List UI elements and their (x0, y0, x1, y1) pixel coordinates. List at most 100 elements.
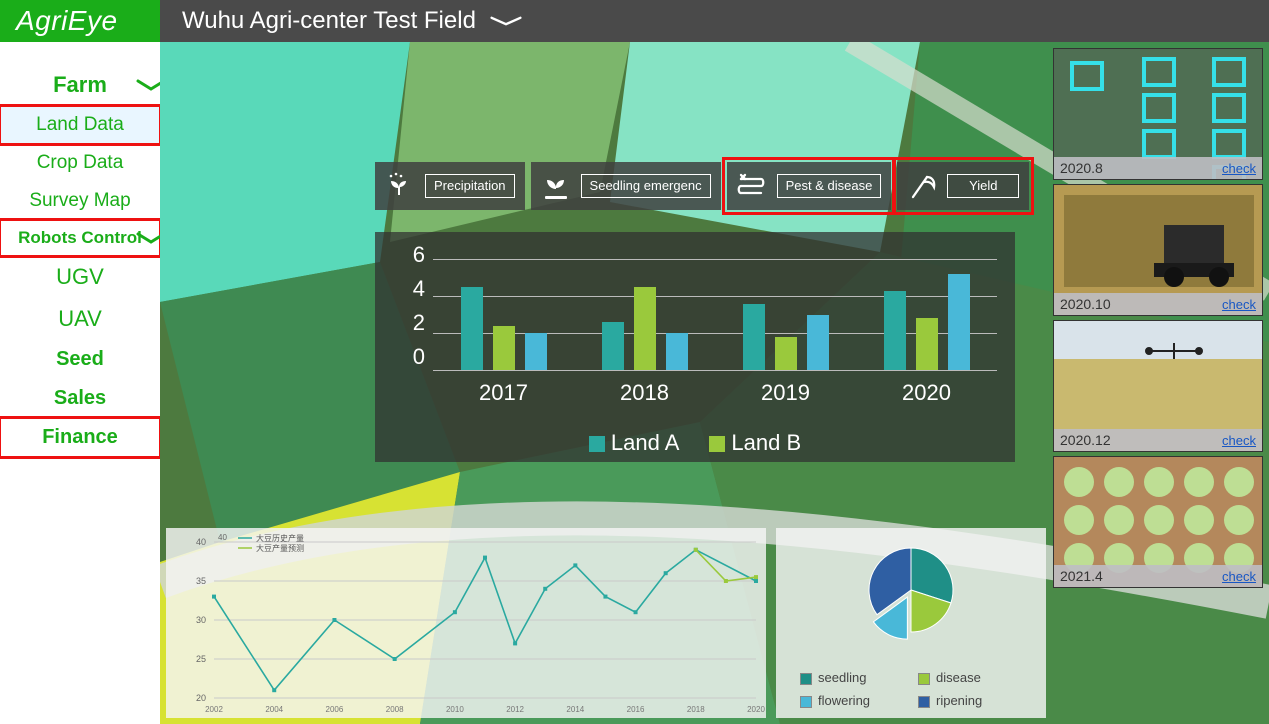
tab-label: Pest & disease (777, 174, 882, 198)
thumb-caption: 2020.8 check (1054, 157, 1262, 179)
line-chart: 40 35 30 25 20 2002 2004 2006 2008 2010 2012 2014 20… (166, 528, 766, 718)
bar (807, 315, 829, 370)
bar (461, 287, 483, 370)
scythe-icon (907, 171, 937, 201)
thumb-check-link[interactable]: check (1222, 297, 1256, 312)
bar (948, 274, 970, 370)
svg-text:2016: 2016 (627, 705, 645, 714)
svg-text:大豆产量预测: 大豆产量预测 (256, 543, 304, 553)
bar (493, 326, 515, 370)
sidebar-item-land-data[interactable]: Land Data (0, 106, 160, 144)
titlebar: Wuhu Agri-center Test Field (160, 0, 1269, 42)
bar-chart-area (433, 250, 997, 370)
x-tick: 2018 (574, 380, 715, 406)
bar-chart-xaxis: 2017201820192020 (433, 380, 997, 406)
sidebar-item-farm[interactable]: Farm (0, 64, 160, 106)
rain-plant-icon (385, 171, 415, 201)
pie-legend-item: flowering (800, 693, 918, 708)
pest-icon (737, 171, 767, 201)
bar (884, 291, 906, 370)
bar-group-2019 (715, 250, 856, 370)
app-logo[interactable]: AgriEye (0, 0, 160, 42)
thumb-caption: 2021.4 check (1054, 565, 1262, 587)
line-chart-panel: 40 35 30 25 20 2002 2004 2006 2008 2010 2012 2014 20… (166, 528, 766, 718)
metric-tabs: Precipitation Seedling emergenc Pest & dis… (375, 162, 1029, 210)
thumb-date: 2020.12 (1060, 432, 1111, 448)
x-tick: 2019 (715, 380, 856, 406)
bar-chart-panel: 6420 2017201820192020 Land A Land B (375, 232, 1015, 462)
page-title: Wuhu Agri-center Test Field (182, 7, 476, 35)
legend-item: Land B (709, 430, 801, 456)
sidebar-item-sales[interactable]: Sales (0, 379, 160, 418)
sidebar: FarmLand DataCrop DataSurvey MapRobots C… (0, 42, 160, 724)
thumbnail-strip: 2020.8check2020.10check2020.12check2021.… (1053, 48, 1263, 588)
svg-text:20: 20 (196, 693, 206, 703)
thumbnail-2020-12[interactable]: 2020.12 check (1053, 320, 1263, 452)
bar-group-2018 (574, 250, 715, 370)
thumb-date: 2021.4 (1060, 568, 1103, 584)
pie-chart-legend: seedlingdiseasefloweringripening (800, 670, 1036, 708)
pie-chart-panel: seedlingdiseasefloweringripening (776, 528, 1046, 718)
bar (743, 304, 765, 370)
sidebar-item-uav[interactable]: UAV (0, 298, 160, 340)
header: AgriEye Wuhu Agri-center Test Field (0, 0, 1269, 42)
svg-text:2002: 2002 (205, 705, 223, 714)
bar (634, 287, 656, 370)
sidebar-item-finance[interactable]: Finance (0, 418, 160, 457)
sidebar-item-survey-map[interactable]: Survey Map (0, 182, 160, 220)
svg-text:2010: 2010 (446, 705, 464, 714)
svg-text:大豆历史产量: 大豆历史产量 (256, 533, 304, 543)
seedling-icon (541, 171, 571, 201)
svg-text:40: 40 (218, 533, 227, 542)
tab-pest[interactable]: Pest & disease (727, 162, 892, 210)
svg-text:30: 30 (196, 615, 206, 625)
pie-legend-item: disease (918, 670, 1036, 685)
svg-text:2018: 2018 (687, 705, 705, 714)
thumbnail-2020-10[interactable]: 2020.10 check (1053, 184, 1263, 316)
x-tick: 2017 (433, 380, 574, 406)
tab-yield[interactable]: Yield (897, 162, 1029, 210)
tab-label: Precipitation (425, 174, 515, 198)
bar (916, 318, 938, 370)
tab-seedling[interactable]: Seedling emergenc (531, 162, 721, 210)
thumb-check-link[interactable]: check (1222, 569, 1256, 584)
thumbnail-2021-4[interactable]: 2021.4 check (1053, 456, 1263, 588)
thumbnail-2020-8[interactable]: 2020.8 check (1053, 48, 1263, 180)
tab-label: Seedling emergenc (581, 174, 711, 198)
pie-legend-item: seedling (800, 670, 918, 685)
bar (666, 333, 688, 370)
svg-text:2014: 2014 (566, 705, 584, 714)
thumb-date: 2020.8 (1060, 160, 1103, 176)
thumb-caption: 2020.12 check (1054, 429, 1262, 451)
bar-group-2017 (433, 250, 574, 370)
title-dropdown-icon[interactable] (490, 16, 522, 26)
svg-text:2006: 2006 (326, 705, 344, 714)
svg-text:25: 25 (196, 654, 206, 664)
sidebar-item-crop-data[interactable]: Crop Data (0, 144, 160, 182)
svg-text:2012: 2012 (506, 705, 524, 714)
thumb-check-link[interactable]: check (1222, 161, 1256, 176)
bar-chart-yaxis: 6420 (395, 242, 425, 370)
bar (525, 333, 547, 370)
main-canvas: Precipitation Seedling emergenc Pest & dis… (160, 42, 1269, 724)
thumb-check-link[interactable]: check (1222, 433, 1256, 448)
sidebar-item-robots-control[interactable]: Robots Control (0, 220, 160, 256)
tab-label: Yield (947, 174, 1019, 198)
svg-text:2020: 2020 (747, 705, 765, 714)
sidebar-item-seed[interactable]: Seed (0, 340, 160, 379)
bar-group-2020 (856, 250, 997, 370)
sidebar-item-ugv[interactable]: UGV (0, 256, 160, 298)
tab-precipitation[interactable]: Precipitation (375, 162, 525, 210)
bar (602, 322, 624, 370)
bar (775, 337, 797, 370)
pie-legend-item: ripening (918, 693, 1036, 708)
svg-text:2004: 2004 (265, 705, 283, 714)
svg-text:2008: 2008 (386, 705, 404, 714)
legend-item: Land A (589, 430, 680, 456)
thumb-date: 2020.10 (1060, 296, 1111, 312)
pie-chart (776, 528, 1046, 648)
bar-chart-legend: Land A Land B (375, 430, 1015, 456)
svg-text:35: 35 (196, 576, 206, 586)
svg-text:40: 40 (196, 537, 206, 547)
thumb-caption: 2020.10 check (1054, 293, 1262, 315)
